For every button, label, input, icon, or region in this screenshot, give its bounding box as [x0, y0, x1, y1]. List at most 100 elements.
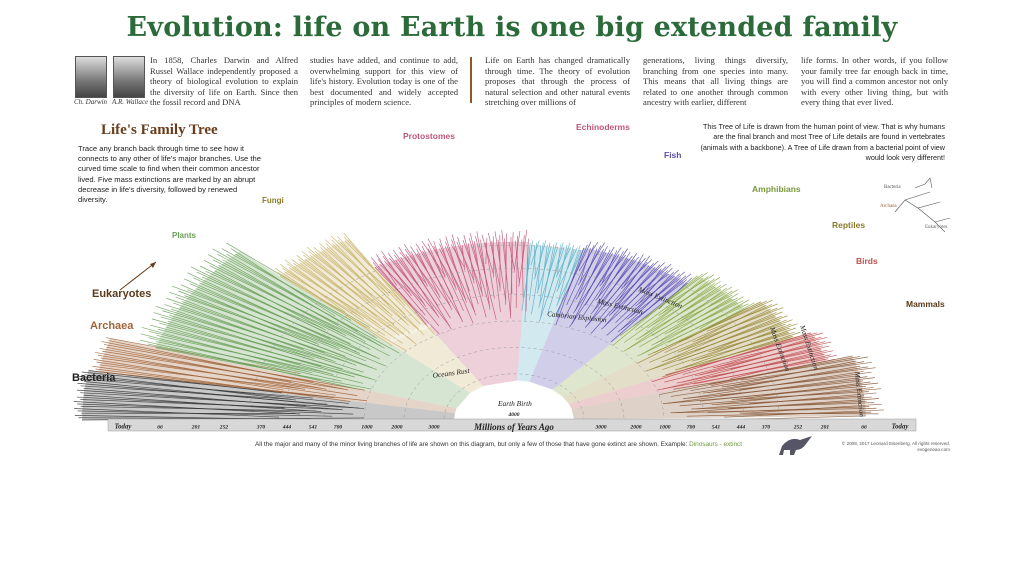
branch-line [282, 267, 386, 336]
inset-label-bacteria: Bacteria [884, 185, 901, 190]
branch-line [578, 241, 599, 272]
branch-line [235, 253, 377, 339]
branch-line [230, 248, 336, 317]
branch-line [376, 254, 398, 286]
branch-line [670, 407, 877, 414]
time-tick-right-10: Today [892, 424, 910, 431]
branch-line [184, 295, 346, 357]
branch-line [662, 385, 866, 404]
group-archaea: Archaea [90, 320, 134, 332]
branch-line [77, 410, 333, 417]
branch-line [403, 243, 451, 319]
group-mammals: Mammals [906, 299, 945, 309]
branch-line [155, 347, 372, 390]
branch-line [74, 408, 280, 418]
branch-line [139, 339, 356, 389]
time-tick-left-2: 201 [191, 425, 201, 431]
branch-line [148, 337, 342, 382]
branch-line [189, 283, 386, 367]
time-tick-right-8: 201 [820, 425, 830, 431]
time-tick-right-7: 252 [793, 425, 803, 431]
branch-line [730, 337, 828, 360]
branch-line [343, 236, 435, 335]
branch-line [555, 241, 592, 315]
branch-line [577, 242, 605, 286]
branch-line [647, 286, 716, 329]
group-fish: Fish [664, 150, 682, 160]
branch-line [557, 245, 574, 303]
branch-line [150, 324, 301, 365]
time-tick-right-2: 1000 [659, 425, 670, 431]
branch-line [99, 348, 292, 382]
branch-line [691, 402, 875, 410]
branch-line [95, 352, 306, 390]
branch-line [575, 252, 607, 300]
branch-line [439, 238, 457, 291]
branch-line [505, 233, 507, 305]
time-tick-left-5: 444 [282, 425, 292, 431]
branch-line [275, 268, 393, 346]
time-tick-left-6: 541 [309, 425, 318, 431]
time-tick-right-9: 66 [861, 425, 867, 431]
branch-line [147, 343, 321, 381]
branch-line [664, 341, 826, 383]
branch-line [635, 275, 676, 307]
branch-line [175, 296, 357, 366]
branch-line [106, 346, 327, 390]
poster-title: Evolution: life on Earth is one big exte… [126, 12, 898, 43]
branch-line [670, 366, 868, 397]
time-arc [323, 294, 705, 416]
branch-line [651, 300, 744, 346]
time-scale-bar [107, 418, 917, 432]
branch-line [226, 253, 385, 349]
branch-line [682, 380, 863, 400]
branch-line [405, 253, 452, 330]
branch-line [692, 307, 784, 343]
branch-line [410, 246, 451, 307]
time-tick-left-3: 252 [219, 425, 229, 431]
branch-line [343, 232, 406, 306]
branch-line [642, 273, 670, 294]
time-arc [363, 320, 665, 417]
branch-line [682, 336, 822, 375]
time-tick-left-9: 2000 [390, 425, 402, 431]
time-tick-left-7: 700 [334, 425, 343, 431]
branch-line [661, 319, 781, 363]
branch-sector-archaea [92, 337, 457, 414]
branch-line [433, 240, 446, 279]
time-arc [248, 244, 780, 414]
tree-title: Life's Family Tree [101, 122, 218, 138]
intro-column-5: life forms. In other words, if you follo… [801, 55, 948, 108]
branch-line [593, 251, 631, 312]
branch-line [621, 259, 653, 289]
branch-line [563, 245, 602, 320]
branch-line [580, 248, 629, 320]
branch-line [331, 239, 425, 336]
branch-line [80, 399, 338, 410]
event-earth-birth: Earth Birth [497, 399, 532, 408]
branch-line [306, 246, 411, 334]
branch-line [694, 349, 822, 377]
group-birds: Birds [856, 256, 878, 266]
branch-line [534, 240, 547, 280]
branch-line [647, 299, 773, 356]
branch-line [555, 247, 572, 278]
branch-sector-bacteria [73, 370, 455, 421]
branch-line [617, 279, 688, 333]
branch-line [187, 272, 361, 354]
branch-wedge-amphibians [552, 275, 745, 397]
inset-tree: Bacteria Archaea Eukaryotes [880, 177, 951, 233]
branch-line [102, 350, 344, 390]
branch-line [208, 254, 339, 326]
time-tick-right-1: 2000 [629, 425, 641, 431]
eukaryotes-arrow [119, 261, 157, 291]
branch-line [677, 316, 776, 353]
branch-line [183, 278, 340, 350]
time-tick-right-4: 541 [712, 425, 721, 431]
branch-line [304, 258, 400, 336]
branch-line [84, 374, 297, 401]
branch-line [332, 243, 406, 315]
eukaryotes-arrowhead [150, 262, 156, 268]
branch-wedge-echinoderms [517, 245, 583, 382]
branch-line [702, 375, 860, 394]
